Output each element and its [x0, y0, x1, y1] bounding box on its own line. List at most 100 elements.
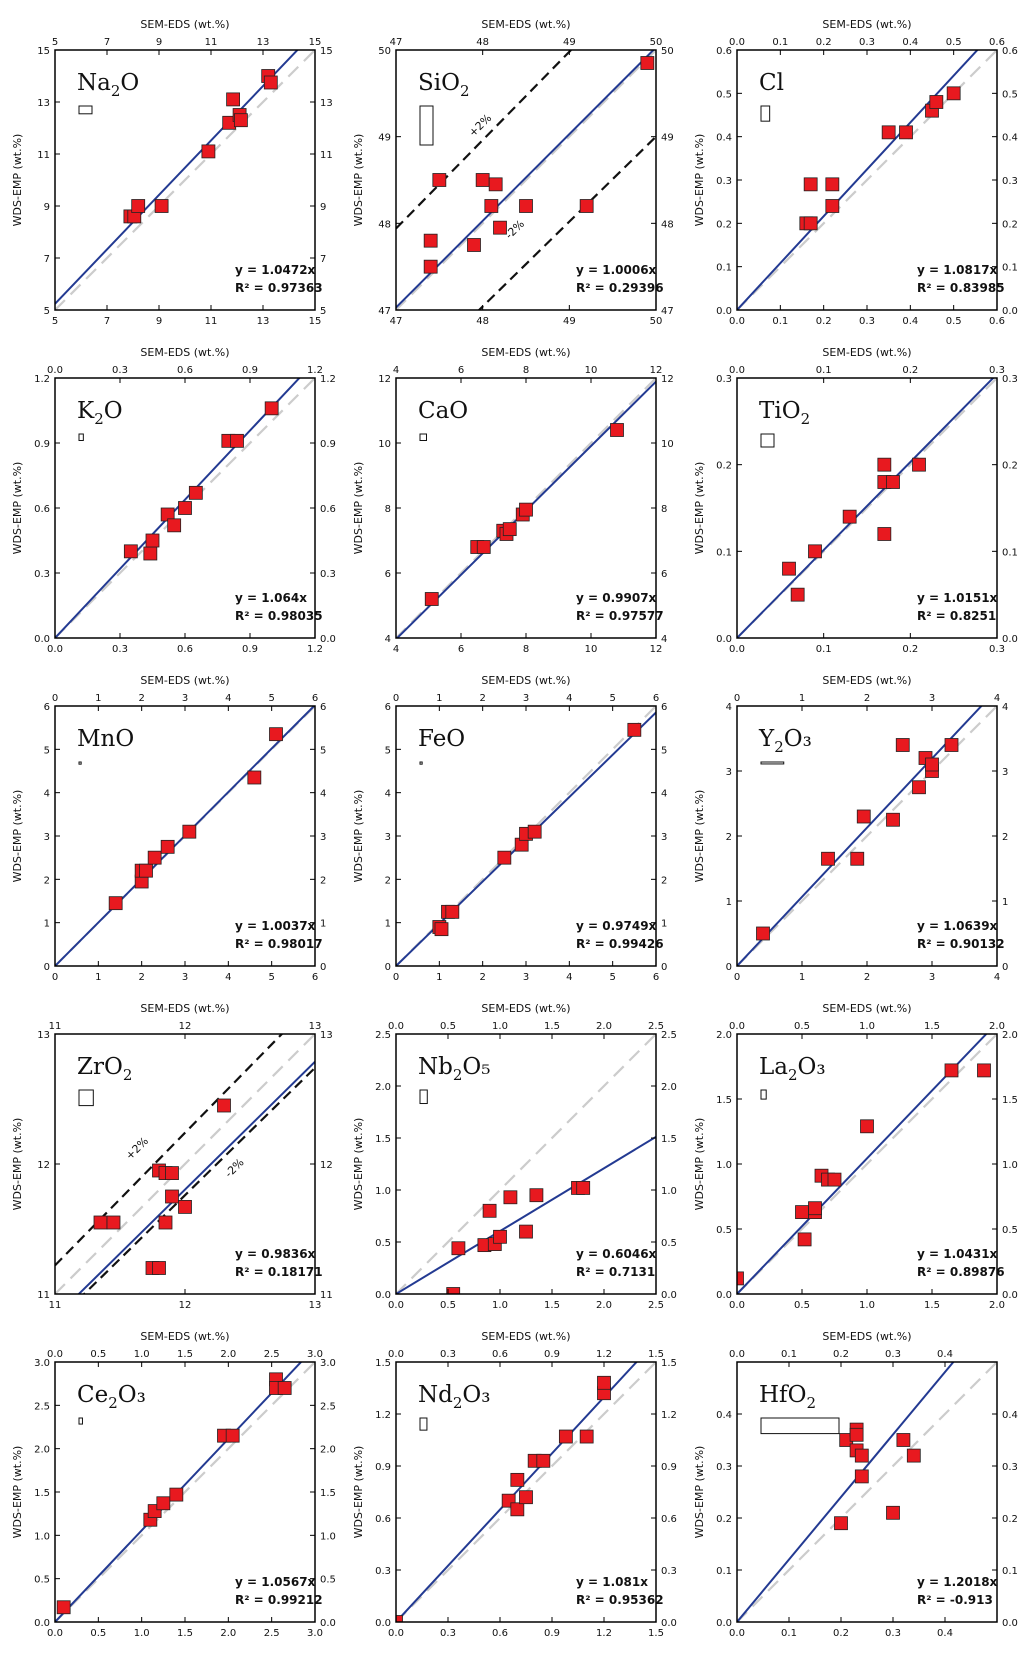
x-tick-label: 0.9 [242, 644, 258, 655]
x-axis-title-top: SEM-EDS (wt.%) [822, 18, 911, 31]
x-tick-label: 0.1 [772, 37, 788, 48]
y-tick-label: 4 [726, 702, 732, 713]
x-tick-label: 0.5 [440, 1021, 456, 1032]
x-tick-label: 0.3 [859, 316, 875, 327]
x-tick-label: 0.3 [440, 1349, 456, 1360]
x-tick-label: 9 [156, 316, 162, 327]
plot-area [396, 1362, 656, 1622]
y-tick-label: 0 [44, 962, 50, 973]
y-tick-label: 11 [320, 150, 333, 161]
x-tick-label: 11 [205, 37, 218, 48]
x-tick-label: 0.0 [388, 1021, 404, 1032]
x-tick-label: 0.1 [781, 1628, 797, 1639]
oxide-main: TiO [759, 398, 801, 424]
y-tick-label: 0.2 [1002, 461, 1018, 472]
y-tick-label: 0.6 [716, 46, 732, 57]
one-to-one-line [55, 1034, 315, 1294]
data-point [93, 1215, 108, 1230]
x-tick-label: 13 [257, 316, 270, 327]
x-tick-label: 0.4 [937, 1349, 953, 1360]
y-tick-label: 0.9 [320, 439, 336, 450]
x-tick-label: 1.5 [648, 1628, 664, 1639]
y-tick-label: 0.3 [1002, 176, 1018, 187]
data-point [527, 824, 542, 839]
r-squared: R² = 0.89876 [917, 1265, 1005, 1279]
data-point [226, 92, 241, 107]
oxide-label: Ce2O₃ [77, 1382, 146, 1412]
y-tick-label: 0.3 [34, 569, 50, 580]
plot-frame [736, 1361, 998, 1623]
r-squared: R² = 0.97363 [235, 281, 323, 295]
x-tick-label: 0.1 [772, 316, 788, 327]
r-squared: R² = 0.29396 [576, 281, 664, 295]
oxide-main: Nd [418, 1382, 453, 1408]
x-tick-label: 1.5 [924, 1021, 940, 1032]
x-tick-label: 5 [268, 972, 274, 983]
data-point [597, 1375, 611, 1390]
data-point [896, 1433, 911, 1447]
data-point [579, 199, 594, 213]
x-axis-title-top: SEM-EDS (wt.%) [140, 18, 229, 31]
x-tick-label: 0.3 [989, 644, 1005, 655]
y-tick-label: 0.1 [716, 1566, 732, 1577]
x-axis-title-top: SEM-EDS (wt.%) [140, 1002, 229, 1015]
y-tick-label: 2 [726, 832, 732, 843]
x-tick-label: 5 [52, 37, 58, 48]
x-tick-label: 13 [257, 37, 270, 48]
oxide-suffix: O [104, 398, 123, 424]
x-tick-label: 1.2 [596, 1349, 612, 1360]
data-point [899, 125, 913, 140]
y-tick-label: 1.5 [1002, 1095, 1018, 1106]
oxide-suffix: O₃ [798, 1054, 826, 1080]
data-point [247, 770, 262, 785]
plot-area [737, 1034, 997, 1294]
plot-frame [395, 1033, 657, 1295]
data-point [808, 1201, 822, 1216]
regression-equation: y = 1.0567x [235, 1575, 316, 1589]
regression-equation: y = 1.0817x [917, 263, 998, 277]
data-point [944, 738, 959, 752]
regression-equation: y = 0.9749x [576, 919, 657, 933]
x-tick-label: 3 [929, 693, 935, 704]
x-axis-title-top: SEM-EDS (wt.%) [481, 18, 570, 31]
data-point [825, 199, 840, 213]
y-tick-label: 12 [378, 374, 391, 385]
y-tick-label: 0.2 [1002, 1514, 1018, 1525]
x-tick-label: 0 [734, 693, 740, 704]
x-tick-label: 0.2 [902, 365, 918, 376]
data-point [143, 546, 158, 561]
x-tick-label: 1.5 [648, 1349, 664, 1360]
oxide-label: CaO [418, 398, 468, 424]
x-tick-label: 48 [476, 316, 489, 327]
x-tick-label: 50 [650, 37, 663, 48]
y-tick-label: 0.4 [1002, 133, 1018, 144]
plot-area [55, 1362, 315, 1622]
y-tick-label: 0.0 [34, 1618, 50, 1629]
x-tick-label: 0 [52, 693, 58, 704]
oxide-suffix: O₃ [462, 1382, 490, 1408]
one-to-one-line [396, 1034, 656, 1294]
data-point [396, 1615, 403, 1622]
regression-equation: y = 1.064x [235, 591, 307, 605]
y-tick-label: 1.0 [34, 1531, 50, 1542]
y-tick-label: 0.4 [716, 133, 732, 144]
x-tick-label: 1.0 [859, 1021, 875, 1032]
x-tick-label: 0.4 [902, 37, 918, 48]
y-axis-title-left: WDS-EMP (wt.%) [352, 1446, 365, 1539]
oxide-subscript: 2 [123, 1066, 133, 1084]
x-tick-label: 0.3 [859, 37, 875, 48]
y-tick-label: 4 [661, 634, 667, 645]
regression-equation: y = 1.0639x [917, 919, 998, 933]
x-tick-label: 0.2 [833, 1349, 849, 1360]
x-tick-label: 4 [566, 693, 572, 704]
r-squared: R² = 0.99426 [576, 937, 664, 951]
x-tick-label: 0.3 [989, 365, 1005, 376]
y-tick-label: 4 [385, 634, 391, 645]
y-tick-label: 9 [44, 202, 50, 213]
oxide-label: Nd2O₃ [418, 1382, 490, 1412]
x-tick-label: 47 [390, 37, 403, 48]
plot-area [55, 1034, 315, 1294]
oxide-main: HfO [759, 1382, 806, 1408]
y-tick-label: 0.3 [661, 1566, 677, 1577]
